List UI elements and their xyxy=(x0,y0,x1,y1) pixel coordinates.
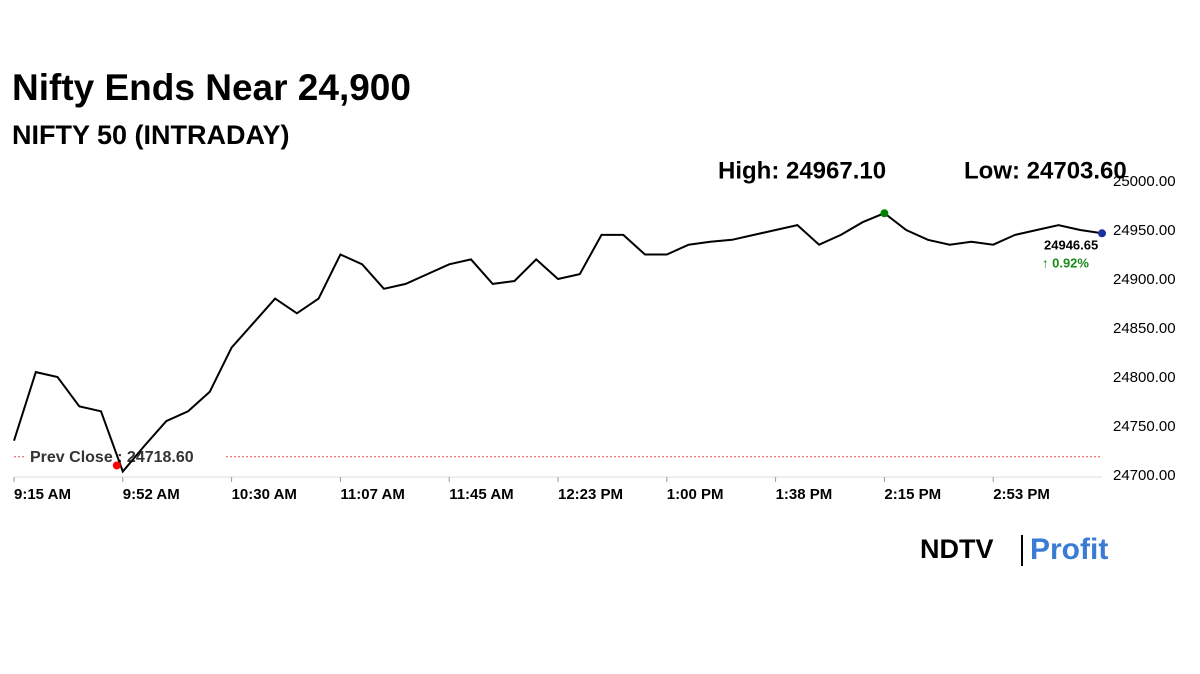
x-tick-label: 2:53 PM xyxy=(993,486,1050,503)
y-tick-label: 25000.00 xyxy=(1113,173,1176,190)
x-tick-label: 2:15 PM xyxy=(884,486,941,503)
x-tick-label: 12:23 PM xyxy=(558,486,623,503)
high-label: High: 24967.10 xyxy=(718,157,886,184)
y-tick-label: 24900.00 xyxy=(1113,271,1176,288)
x-tick-label: 1:38 PM xyxy=(776,486,833,503)
prev-close-label: Prev Close : 24718.60 xyxy=(30,449,194,466)
x-tick-label: 11:07 AM xyxy=(340,486,404,503)
price-line xyxy=(13,212,1103,474)
low-dot xyxy=(112,461,121,470)
change-label: ↑ 0.92% xyxy=(1042,256,1089,271)
x-tick-label: 9:15 AM xyxy=(14,486,71,503)
last-value-label: 24946.65 xyxy=(1044,238,1098,253)
chart-subtitle: NIFTY 50 (INTRADAY) xyxy=(12,120,290,150)
brand-profit: Profit xyxy=(1030,533,1108,566)
x-tick-label: 11:45 AM xyxy=(449,486,513,503)
low-label: Low: 24703.60 xyxy=(964,157,1127,184)
y-tick-label: 24800.00 xyxy=(1113,369,1176,386)
high-dot xyxy=(880,209,889,218)
x-tick-label: 9:52 AM xyxy=(123,486,180,503)
y-tick-label: 24950.00 xyxy=(1113,222,1176,239)
last-dot xyxy=(1098,229,1106,238)
x-tick-label: 1:00 PM xyxy=(667,486,724,503)
brand-ndtv: NDTV xyxy=(920,534,994,564)
x-tick-label: 10:30 AM xyxy=(232,486,297,503)
y-tick-label: 24750.00 xyxy=(1113,418,1176,435)
y-tick-label: 24850.00 xyxy=(1113,320,1176,337)
y-tick-label: 24700.00 xyxy=(1113,467,1176,484)
prev-close-bg xyxy=(24,445,224,466)
chart-title: Nifty Ends Near 24,900 xyxy=(12,67,411,108)
brand-logo: NDTV Profit xyxy=(920,533,1108,566)
